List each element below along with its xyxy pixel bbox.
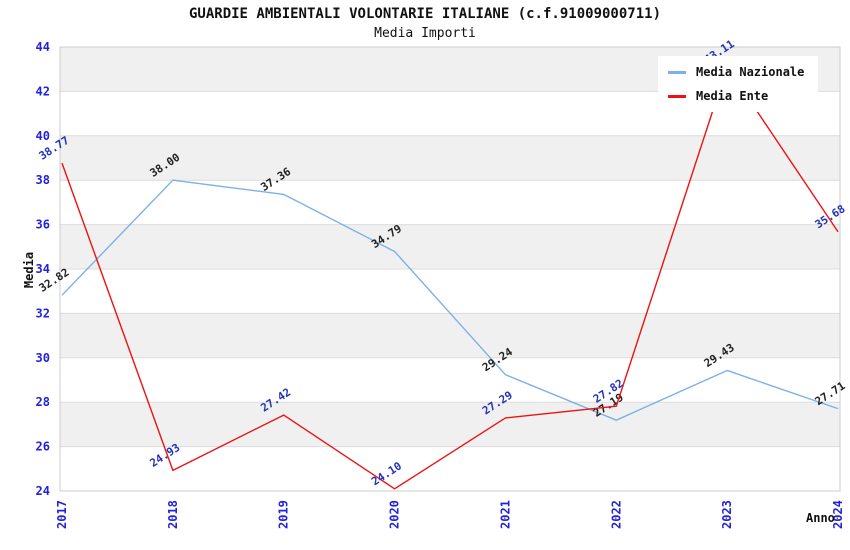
- legend-item-media-nazionale: Media Nazionale: [668, 65, 804, 79]
- x-tick-label: 2022: [609, 500, 623, 529]
- plot-band: [60, 402, 840, 447]
- plot-band: [60, 313, 840, 358]
- chart-subtitle: Media Importi: [374, 26, 476, 41]
- y-tick-label: 34: [36, 262, 50, 276]
- y-tick-label: 26: [36, 440, 50, 454]
- x-tick-label: 2023: [720, 500, 734, 529]
- series-line-media-ente: [61, 66, 839, 490]
- x-tick-label: 2019: [277, 500, 291, 529]
- y-tick-label: 44: [36, 40, 50, 54]
- legend-label: Media Ente: [696, 89, 769, 103]
- plot-band: [60, 180, 840, 225]
- plot-border: [59, 46, 841, 492]
- y-tick-label: 30: [36, 351, 50, 365]
- plot-band: [60, 357, 840, 403]
- plot-band: [60, 269, 840, 314]
- media-ente-line-swatch-icon: [668, 94, 686, 98]
- media-nazionale-line-swatch-icon: [668, 70, 686, 74]
- y-tick-label: 36: [36, 218, 50, 232]
- x-tick-label: 2020: [388, 500, 402, 529]
- legend-label: Media Nazionale: [696, 65, 805, 79]
- x-tick-label: 2017: [55, 500, 69, 529]
- y-tick-label: 32: [36, 306, 50, 320]
- x-axis-title: Anno: [806, 511, 835, 525]
- x-tick-label: 2021: [498, 500, 512, 529]
- plot-band: [60, 224, 840, 269]
- y-tick-label: 42: [36, 84, 50, 98]
- plot-band: [60, 135, 840, 181]
- y-tick-label: 28: [36, 395, 50, 409]
- y-tick-label: 40: [36, 129, 50, 143]
- series-line-media-nazionale: [61, 179, 839, 421]
- y-tick-label: 38: [36, 173, 50, 187]
- chart-title: GUARDIE AMBIENTALI VOLONTARIE ITALIANE (…: [188, 6, 661, 22]
- x-tick-label: 2024: [831, 500, 845, 529]
- y-tick-label: 24: [36, 484, 50, 498]
- x-tick-label: 2018: [166, 500, 180, 529]
- legend-item-media-ente: Media Ente: [668, 89, 804, 103]
- legend: Media Nazionale Media Ente: [658, 56, 819, 112]
